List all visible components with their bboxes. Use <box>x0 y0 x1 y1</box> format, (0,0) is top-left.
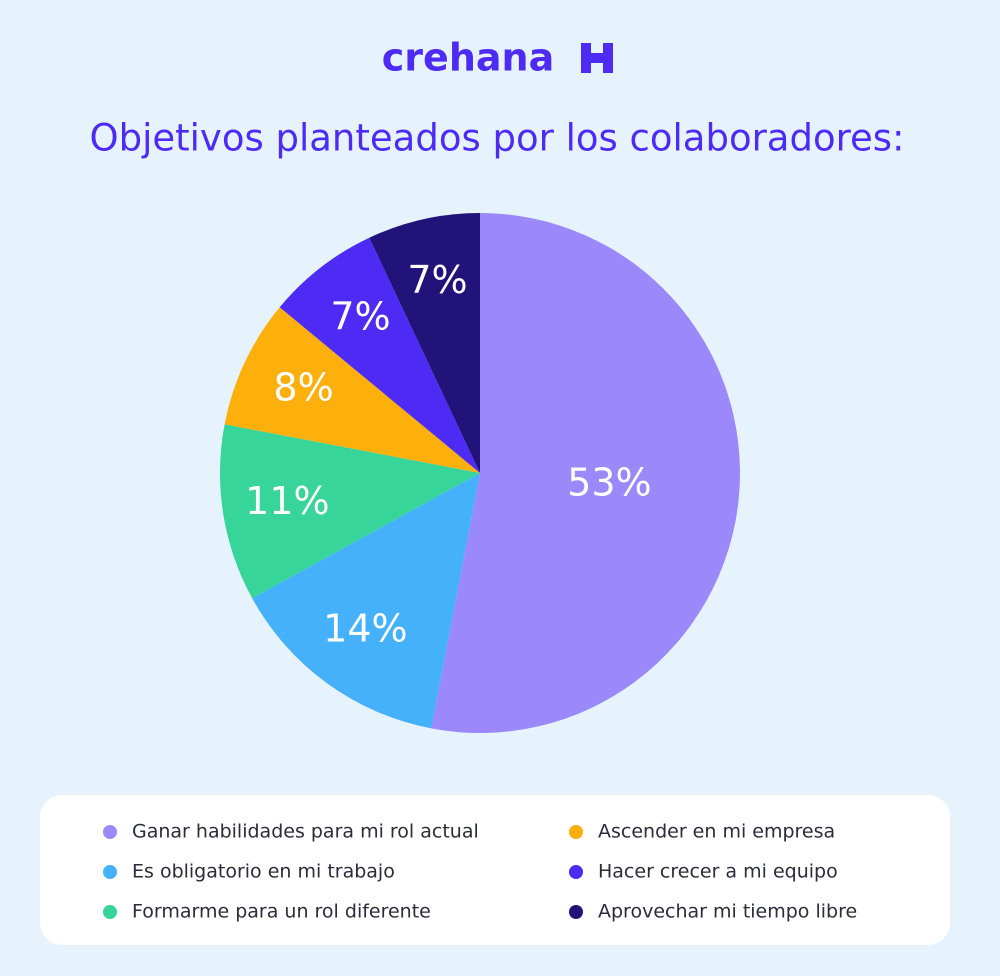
legend-marker <box>103 825 117 839</box>
brand-icon <box>581 43 613 73</box>
legend-label: Ganar habilidades para mi rol actual <box>132 821 479 843</box>
slice-label: 8% <box>273 365 333 409</box>
legend-marker <box>103 865 117 879</box>
chart-title: Objetivos planteados por los colaborador… <box>89 117 904 160</box>
pie-slice <box>369 213 480 473</box>
legend-label: Aprovechar mi tiempo libre <box>598 901 857 923</box>
slice-label: 14% <box>323 606 407 650</box>
brand-name: crehana <box>382 36 554 80</box>
pie-slice <box>431 213 740 733</box>
legend-label: Formarme para un rol diferente <box>132 901 431 923</box>
slice-label: 7% <box>407 258 467 302</box>
legend-box <box>40 795 950 945</box>
legend-marker <box>569 865 583 879</box>
legend-label: Ascender en mi empresa <box>598 821 835 843</box>
pie-slice <box>220 424 480 599</box>
legend-marker <box>569 825 583 839</box>
slice-label: 53% <box>567 461 651 505</box>
slice-label: 11% <box>245 479 329 523</box>
legend-label: Es obligatorio en mi trabajo <box>132 861 395 883</box>
pie-slice <box>224 307 480 473</box>
slice-label: 7% <box>330 294 390 338</box>
legend-marker <box>103 905 117 919</box>
pie-slice <box>252 473 480 729</box>
legend-marker <box>569 905 583 919</box>
legend-label: Hacer crecer a mi equipo <box>598 861 838 883</box>
pie-slice <box>279 237 480 473</box>
